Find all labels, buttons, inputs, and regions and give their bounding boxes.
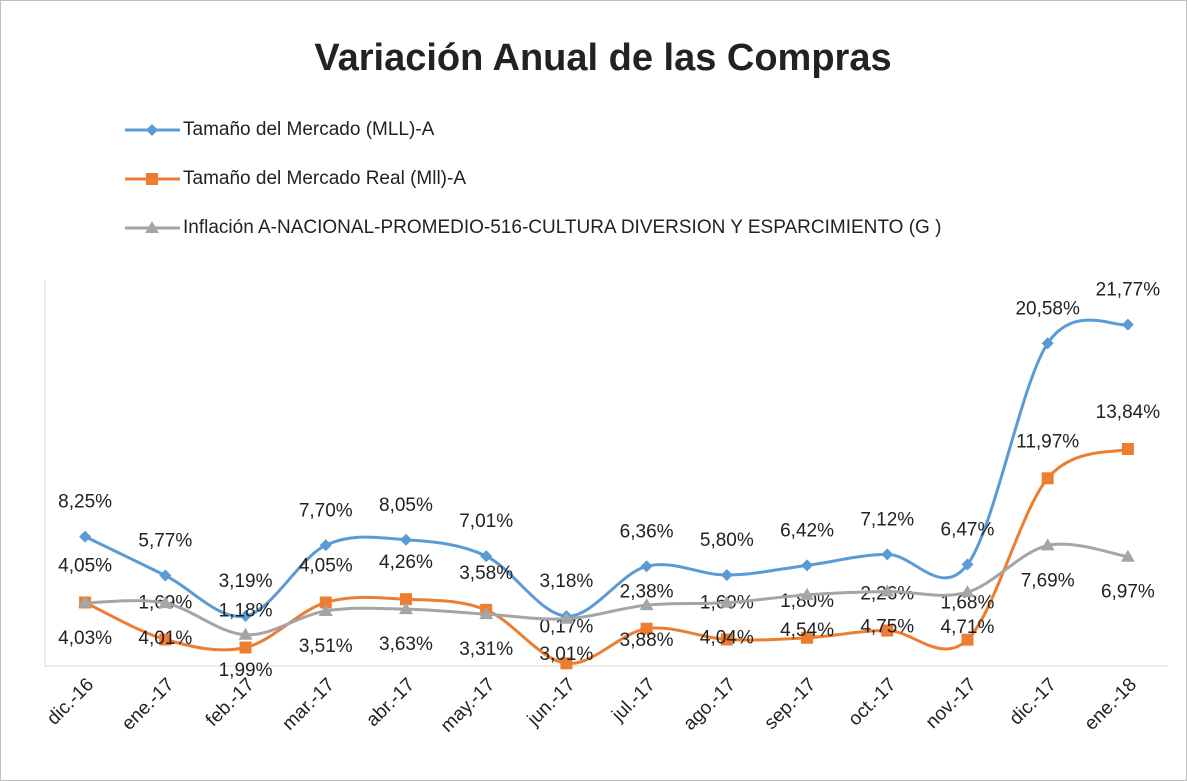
data-label: 6,97% [1101,582,1155,603]
data-label: 0,17% [539,616,593,637]
marker [801,631,814,644]
data-label: 8,25% [58,492,112,513]
data-label: 6,42% [780,520,834,541]
data-label: 4,01% [138,628,192,649]
marker [720,569,733,582]
marker [640,622,653,635]
data-label: 13,84% [1096,402,1161,423]
data-label: 4,03% [58,628,112,649]
marker [1121,442,1134,455]
data-label: 3,51% [299,636,353,657]
marker [1040,538,1055,551]
data-label: 2,38% [620,582,674,603]
marker [78,595,93,608]
marker [480,550,493,563]
marker [960,585,975,598]
data-label: 4,04% [700,628,754,649]
marker [318,603,333,616]
data-label: 8,05% [379,495,433,516]
legend-label: Tamaño del Mercado (MLL)-A [183,119,435,140]
data-label: 3,58% [459,563,513,584]
data-label: 7,12% [860,509,914,530]
marker [79,530,92,543]
marker [1041,337,1054,350]
data-label: 6,36% [620,521,674,542]
marker [1121,318,1134,331]
data-label: 4,05% [299,556,353,577]
marker [319,596,332,609]
marker [560,657,573,670]
data-label: 3,31% [459,639,513,660]
marker [559,611,574,624]
data-label: 20,58% [1015,298,1080,319]
marker [640,560,653,573]
data-label: 3,63% [379,634,433,655]
marker [159,633,172,646]
marker [961,558,974,571]
data-label: 1,99% [219,660,273,681]
data-label: 3,19% [219,571,273,592]
marker [399,593,412,606]
series-line [84,318,1129,618]
marker [158,596,173,609]
data-label: 6,47% [941,520,995,541]
marker [1041,472,1054,485]
data-label: 1,68% [941,593,995,614]
marker [238,627,253,640]
marker [881,548,894,561]
marker [880,584,895,597]
data-label: 1,18% [219,601,273,622]
marker [1120,549,1135,562]
marker [159,569,172,582]
marker [399,533,412,546]
marker [319,539,332,552]
data-label: 7,69% [1021,570,1075,591]
marker [800,587,815,600]
data-label: 4,05% [58,556,112,577]
marker [146,124,158,136]
marker [639,598,654,611]
marker [239,609,252,622]
data-label: 3,01% [539,644,593,665]
data-label: 5,77% [138,531,192,552]
data-label: 21,77% [1096,280,1161,301]
data-label: 4,75% [860,617,914,638]
marker [239,641,252,654]
data-label: 7,70% [299,500,353,521]
data-label: 3,88% [620,630,674,651]
data-label: 11,97% [1016,431,1079,452]
chart-title: Variación Anual de las Compras [314,37,891,79]
marker [801,559,814,572]
data-label: 4,26% [379,552,433,573]
marker [720,633,733,646]
marker [881,624,894,637]
legend-label: Tamaño del Mercado Real (Mll)-A [183,168,466,189]
marker [719,595,734,608]
data-label: 4,54% [780,620,834,641]
data-label: 4,71% [941,617,995,638]
data-label: 7,01% [459,511,513,532]
marker [479,607,494,620]
marker [145,221,159,233]
marker [398,602,413,615]
legend-label: Inflación A-NACIONAL-PROMEDIO-516-CULTUR… [183,217,941,238]
data-label: 3,18% [539,571,593,592]
data-label: 5,80% [700,530,754,551]
marker [961,633,974,646]
marker [146,173,158,185]
